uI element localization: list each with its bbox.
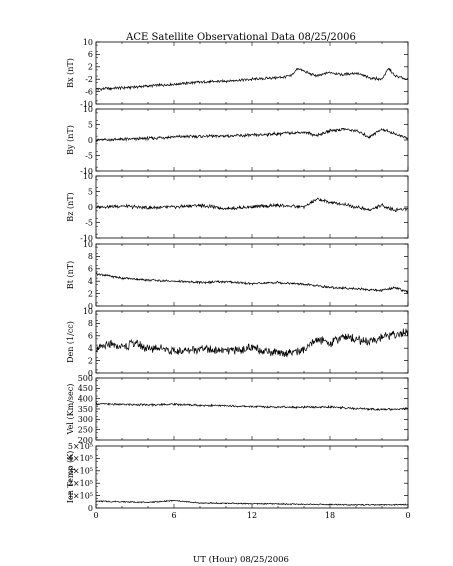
panel-frame xyxy=(95,445,409,509)
x-tick-label: 0 xyxy=(93,511,98,520)
x-axis-label: UT (Hour) 08/25/2006 xyxy=(193,554,289,565)
y-tick-label: -5 xyxy=(85,151,93,160)
series-line-5 xyxy=(95,402,409,412)
x-tick-label: 12 xyxy=(247,511,257,520)
y-tick-label: -10 xyxy=(80,100,93,109)
y-axis-label: Vel (Km/sec) xyxy=(66,384,75,436)
y-tick-label: 2 xyxy=(88,63,93,72)
y-tick-label: 450 xyxy=(78,384,93,393)
y-tick-label: 3×10⁵ xyxy=(68,467,93,476)
y-tick-label: 400 xyxy=(78,394,93,403)
y-tick-label: 300 xyxy=(78,415,93,424)
x-tick-label: 0 xyxy=(405,511,410,520)
y-tick-label: 4 xyxy=(88,277,93,286)
panel-frame xyxy=(95,108,409,172)
y-tick-label: 5 xyxy=(88,120,93,129)
series-line-6 xyxy=(95,499,409,507)
y-tick-label: 4 xyxy=(88,344,93,353)
y-tick-label: -10 xyxy=(80,167,93,176)
y-tick-label: 5×10⁵ xyxy=(68,442,93,451)
y-axis-label: Ion Temp (K) xyxy=(66,451,75,504)
panel-frame xyxy=(95,41,409,105)
y-tick-label: 500 xyxy=(78,374,93,383)
x-tick-label: 18 xyxy=(325,511,335,520)
y-tick-label: 0 xyxy=(88,203,93,212)
y-tick-label: 2×10⁵ xyxy=(68,479,93,488)
panels: 10 6 2 -2 -6 -10 Bx (nT) 10 5 0 -5 -10 By (nT) 10 5 0 -5… xyxy=(66,38,411,520)
y-tick-label: 10 xyxy=(83,105,93,114)
series-line-1 xyxy=(96,127,409,142)
y-tick-label: 10 xyxy=(83,240,93,249)
y-tick-label: 6 xyxy=(88,265,93,274)
x-tick-label: 6 xyxy=(171,511,176,520)
y-tick-label: 10 xyxy=(83,38,93,47)
y-tick-label: 1×10⁵ xyxy=(68,491,93,500)
y-tick-label: 6 xyxy=(88,50,93,59)
panel-frame xyxy=(95,243,409,307)
series-line-0 xyxy=(95,67,409,92)
y-tick-label: 0 xyxy=(88,504,93,513)
y-tick-label: 10 xyxy=(83,172,93,181)
series-line-4 xyxy=(95,328,409,358)
y-tick-label: -10 xyxy=(80,234,93,243)
y-tick-label: 0 xyxy=(88,369,93,378)
y-tick-label: 5 xyxy=(88,187,93,196)
y-tick-label: 10 xyxy=(83,307,93,316)
y-tick-label: 350 xyxy=(78,405,93,414)
y-axis-label: Bx (nT) xyxy=(66,58,75,88)
y-tick-label: 0 xyxy=(88,302,93,311)
y-tick-label: 8 xyxy=(88,319,93,328)
y-tick-label: 4×10⁵ xyxy=(68,454,93,463)
y-axis-label: Bz (nT) xyxy=(66,192,75,221)
figure-title: ACE Satellite Observational Data 08/25/2… xyxy=(125,32,356,43)
y-tick-label: 200 xyxy=(78,436,93,445)
series-line-3 xyxy=(95,272,409,294)
y-tick-label: -5 xyxy=(85,218,93,227)
y-tick-label: -2 xyxy=(85,75,93,84)
y-tick-label: 6 xyxy=(88,332,93,341)
y-tick-label: 8 xyxy=(88,252,93,261)
y-tick-label: 0 xyxy=(88,136,93,145)
y-axis-label: By (nT) xyxy=(66,125,75,155)
y-tick-label: 2 xyxy=(88,289,93,298)
y-tick-label: 2 xyxy=(88,356,93,365)
y-tick-label: 250 xyxy=(78,425,93,434)
y-tick-label: -6 xyxy=(85,87,93,96)
y-axis-label: Bt (nT) xyxy=(66,261,75,289)
y-axis-label: Den (1/cc) xyxy=(66,321,75,363)
series-line-2 xyxy=(95,197,409,213)
